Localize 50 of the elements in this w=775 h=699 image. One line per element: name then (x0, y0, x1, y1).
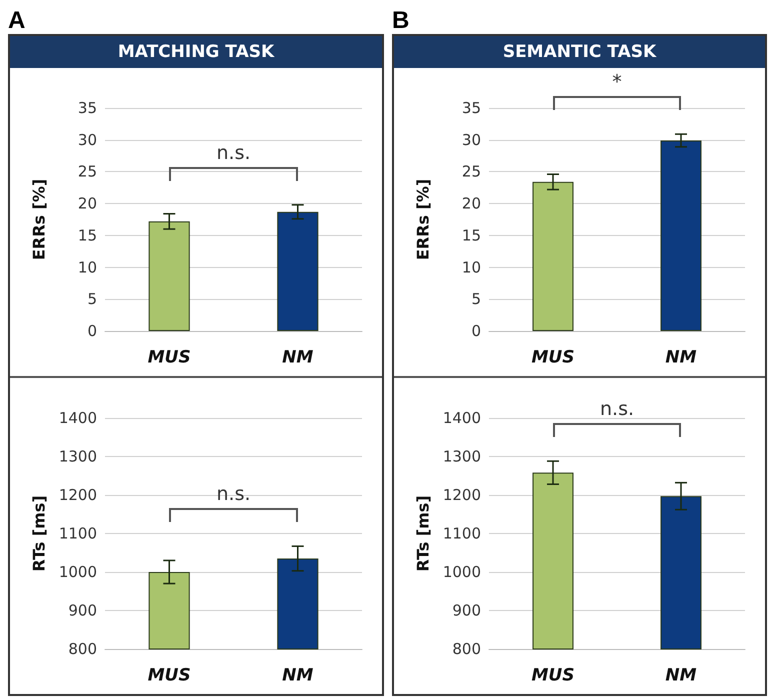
y-tick-label: 1100 (442, 524, 481, 542)
x-tick-label: NM (665, 666, 697, 686)
chart-title: B (392, 7, 410, 34)
chart-subtitle: SEMANTIC TASK (394, 36, 765, 68)
y-tick-label: 0 (87, 322, 97, 340)
y-tick-label: 1200 (58, 486, 97, 504)
x-tick-label: NM (282, 666, 314, 686)
y-tick-label: 25 (462, 162, 481, 181)
y-tick-label: 800 (452, 640, 481, 658)
y-tick-label: 30 (462, 130, 481, 149)
y-tick-label: 1300 (58, 448, 97, 466)
x-tick-label: MUS (532, 666, 574, 686)
annotation: n.s. (215, 482, 252, 506)
y-tick-label: 900 (452, 602, 481, 620)
y-tick-label: 1400 (58, 409, 97, 427)
y-tick-label: 1300 (442, 448, 481, 466)
x-tick-label: NM (282, 348, 314, 368)
y-tick-label: 25 (78, 162, 97, 181)
y-tick-label: 35 (78, 99, 97, 117)
y-tick-label: 1100 (58, 524, 97, 542)
chart-subtitle: MATCHING TASK (10, 36, 382, 68)
y-tick-label: 900 (68, 602, 97, 620)
text: * (611, 70, 623, 94)
y-tick-label: 15 (78, 226, 97, 244)
y-tick-label: 35 (462, 99, 481, 117)
x-tick-label: NM (665, 348, 697, 368)
x-tick-label: MUS (532, 348, 574, 368)
x-tick-label: MUS (148, 348, 191, 368)
y-tick-label: 15 (462, 226, 481, 244)
x-tick-label: MUS (148, 666, 191, 686)
y-axis-title: ERRs [%] (414, 178, 432, 260)
y-axis-title: RTs [ms] (414, 495, 432, 572)
y-tick-label: 10 (462, 258, 481, 276)
y-tick-label: 5 (471, 290, 481, 308)
y-tick-label: 5 (87, 290, 97, 308)
y-tick-label: 0 (471, 322, 481, 340)
y-tick-label: 30 (78, 130, 97, 149)
y-tick-label: 10 (78, 258, 97, 276)
y-tick-label: 1000 (442, 563, 481, 581)
y-axis-title: RTs [ms] (30, 495, 48, 572)
y-tick-label: 1200 (442, 486, 481, 504)
y-axis-title: ERRs [%] (30, 178, 48, 260)
y-tick-label: 1400 (442, 409, 481, 427)
y-tick-label: 20 (78, 194, 97, 213)
chart-title: A (8, 7, 26, 34)
y-tick-label: 1000 (58, 563, 97, 581)
annotation: n.s. (215, 140, 252, 165)
y-tick-label: 20 (462, 194, 481, 213)
annotation: n.s. (598, 397, 636, 422)
y-tick-label: 800 (68, 640, 97, 658)
